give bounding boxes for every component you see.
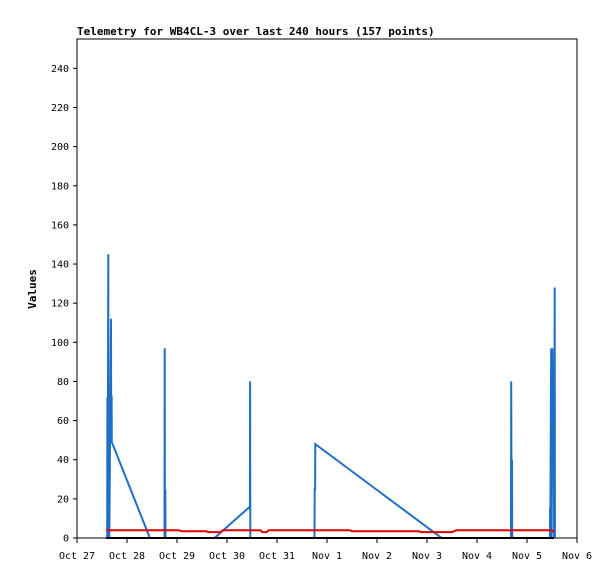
y-tick-label: 240 — [51, 64, 69, 75]
y-tick-label: 160 — [51, 220, 69, 231]
x-tick-label: Nov 2 — [362, 551, 392, 562]
y-tick-label: 80 — [57, 377, 69, 388]
x-tick-label: Oct 27 — [59, 551, 95, 562]
y-tick-label: 120 — [51, 299, 69, 310]
x-tick-label: Oct 29 — [159, 551, 195, 562]
x-tick-label: Oct 31 — [259, 551, 295, 562]
x-tick-label: Nov 1 — [312, 551, 342, 562]
y-tick-label: 40 — [57, 455, 69, 466]
y-tick-label: 100 — [51, 338, 69, 349]
plot-area: 0 20 40 60 80 100 120 140 160 180 200 220 240 Oct 27 O… — [51, 38, 592, 562]
x-tick-label: Oct 28 — [109, 551, 145, 562]
x-tick-label: Nov 3 — [412, 551, 442, 562]
x-tick-label: Nov 4 — [462, 551, 492, 562]
plot-frame — [76, 38, 578, 539]
series-line-1 — [106, 254, 556, 539]
chart-title: Telemetry for WB4CL-3 over last 240 hour… — [77, 25, 435, 38]
x-tick-label: Oct 30 — [209, 551, 245, 562]
x-tick-label: Nov 5 — [512, 551, 542, 562]
y-tick-label: 20 — [57, 494, 69, 505]
y-tick-label: 180 — [51, 181, 69, 192]
y-tick-label: 60 — [57, 416, 69, 427]
x-tick-label: Nov 6 — [562, 551, 592, 562]
y-tick-label: 140 — [51, 260, 69, 271]
y-axis-label: Values — [26, 269, 39, 309]
series-line-2 — [106, 529, 555, 534]
y-tick-label: 0 — [63, 534, 69, 545]
y-tick-label: 220 — [51, 103, 69, 114]
y-tick-label: 200 — [51, 142, 69, 153]
